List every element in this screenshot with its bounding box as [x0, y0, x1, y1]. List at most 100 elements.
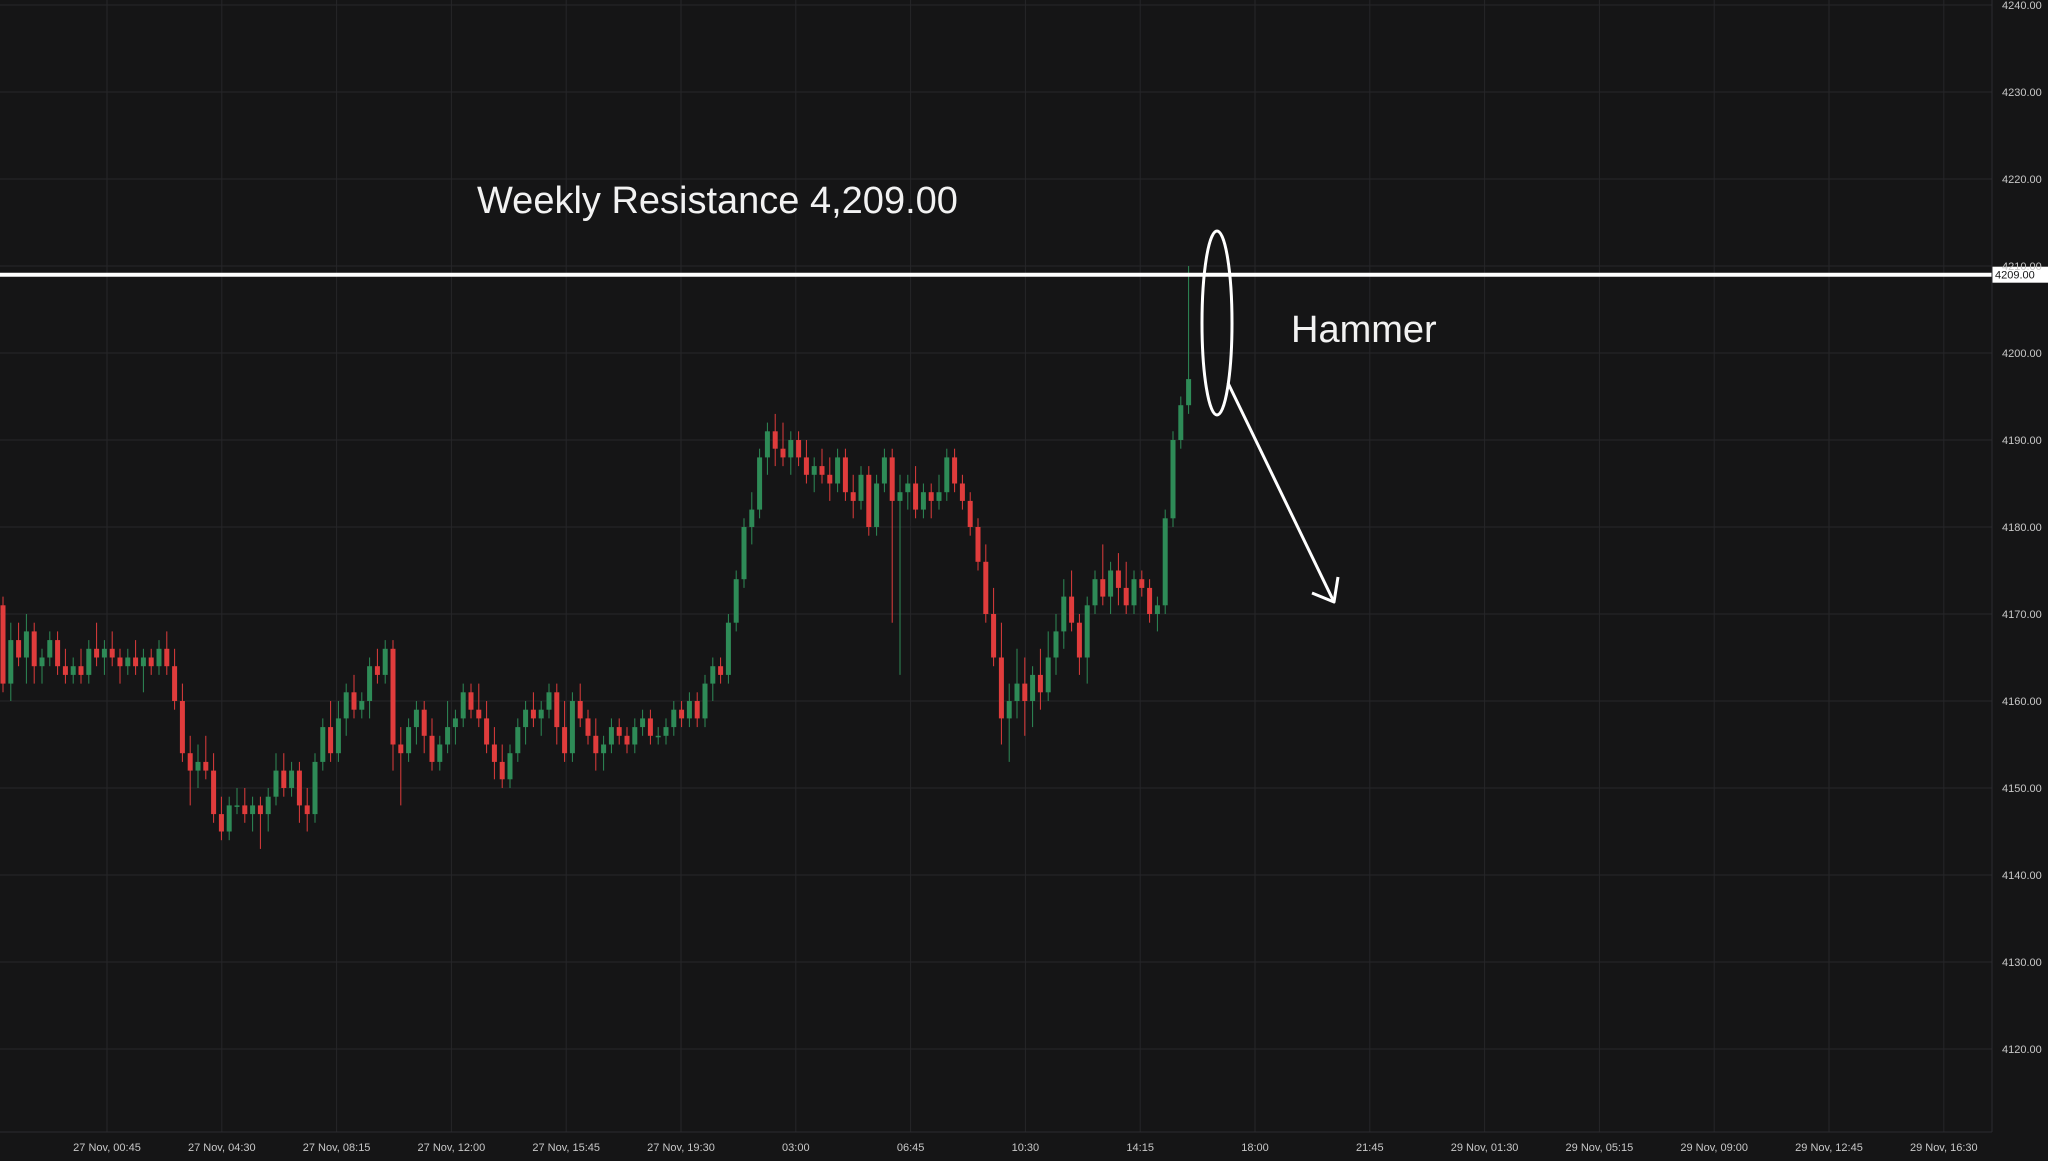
- candle-body: [671, 709, 677, 728]
- bearish-arrow-line: [1226, 382, 1335, 601]
- candle-body: [757, 457, 763, 510]
- candle: [250, 796, 256, 832]
- candle-body: [780, 448, 786, 458]
- time-tick-label: 21:45: [1356, 1142, 1384, 1154]
- candle-body: [289, 770, 295, 788]
- candle-body: [1053, 631, 1059, 658]
- resistance-price-tag: [1992, 266, 2048, 283]
- candle-body: [413, 709, 419, 728]
- candle-body: [827, 474, 833, 484]
- candle-body: [1037, 674, 1043, 693]
- price-tick-label: 4150.00: [2002, 783, 2042, 795]
- candle: [140, 648, 146, 693]
- candle-body: [1045, 657, 1051, 693]
- candle-body: [359, 701, 365, 710]
- price-tick-label: 4240.00: [2002, 0, 2042, 12]
- candle-body: [928, 492, 934, 501]
- candle-body: [538, 709, 544, 719]
- candle: [195, 744, 201, 788]
- candle-body: [1084, 605, 1090, 658]
- candle: [694, 692, 700, 728]
- candle-body: [959, 483, 965, 501]
- price-tick-label: 4160.00: [2002, 696, 2042, 708]
- candle: [31, 622, 37, 684]
- candle: [398, 727, 404, 806]
- candle-body: [686, 701, 692, 719]
- candle: [1147, 579, 1153, 623]
- candle: [421, 701, 427, 754]
- candle-body: [172, 666, 178, 701]
- candle: [772, 413, 778, 467]
- candle-body: [998, 657, 1004, 719]
- candle: [1014, 648, 1020, 719]
- candle-body: [585, 718, 591, 736]
- time-tick-label: 27 Nov, 19:30: [647, 1142, 715, 1154]
- candle: [234, 788, 240, 815]
- candle-body: [335, 718, 341, 754]
- candle: [569, 692, 575, 762]
- time-tick-label: 06:45: [897, 1142, 925, 1154]
- candle-body: [1186, 379, 1192, 406]
- candle: [429, 718, 435, 771]
- candle-body: [101, 648, 107, 658]
- candle: [1154, 596, 1160, 632]
- candle: [616, 718, 622, 745]
- candle: [70, 657, 76, 684]
- candle-body: [546, 692, 552, 710]
- candle-body: [187, 753, 193, 771]
- candle: [1092, 570, 1098, 614]
- candle-body: [265, 796, 271, 815]
- candle-body: [109, 648, 115, 658]
- candle-body: [796, 440, 802, 458]
- candle-body: [1100, 579, 1106, 597]
- candle-body: [842, 457, 848, 493]
- candle-body: [133, 657, 139, 667]
- candle: [819, 448, 825, 484]
- candle-body: [1139, 579, 1145, 588]
- candle-body: [273, 770, 279, 797]
- candle: [351, 674, 357, 719]
- candle-body: [920, 492, 926, 510]
- candle-body: [1006, 701, 1012, 719]
- candle: [538, 701, 544, 736]
- candle-body: [351, 692, 357, 710]
- time-axis[interactable]: 27 Nov, 00:45 27 Nov, 04:30 27 Nov, 08:15 2…: [0, 1131, 1992, 1154]
- candle: [647, 709, 653, 745]
- candle: [499, 744, 505, 788]
- candle: [889, 448, 895, 623]
- candle-body: [608, 727, 614, 745]
- candle: [390, 640, 396, 771]
- candle: [811, 457, 817, 493]
- price-axis[interactable]: 4240.00 4230.00 4220.00 4210.00 4200.00 4190.…: [1991, 0, 2042, 1132]
- candle-body: [616, 727, 622, 736]
- candle-body: [468, 692, 474, 710]
- candle-body: [694, 701, 700, 719]
- candle: [406, 718, 412, 762]
- candle: [624, 727, 630, 754]
- candle: [55, 631, 61, 675]
- candle: [608, 718, 614, 754]
- candle: [523, 701, 529, 745]
- candle: [858, 466, 864, 510]
- candle: [62, 648, 68, 684]
- price-tick-label: 4170.00: [2002, 609, 2042, 621]
- candle-body: [881, 457, 887, 484]
- candle: [757, 448, 763, 519]
- candle-body: [593, 735, 599, 754]
- candle-body: [211, 770, 217, 815]
- candle: [296, 761, 302, 823]
- time-tick-label: 14:15: [1126, 1142, 1154, 1154]
- candle-body: [452, 718, 458, 728]
- candle-body: [1147, 587, 1153, 614]
- resistance-price-tag-label: 4209.00: [1995, 270, 2035, 282]
- price-tick-label: 4230.00: [2002, 87, 2042, 99]
- candle: [585, 709, 591, 745]
- time-tick-label: 29 Nov, 12:45: [1795, 1142, 1863, 1154]
- candle: [359, 692, 365, 719]
- candle: [109, 631, 115, 667]
- candle-body: [562, 727, 568, 754]
- candle-body: [8, 640, 14, 684]
